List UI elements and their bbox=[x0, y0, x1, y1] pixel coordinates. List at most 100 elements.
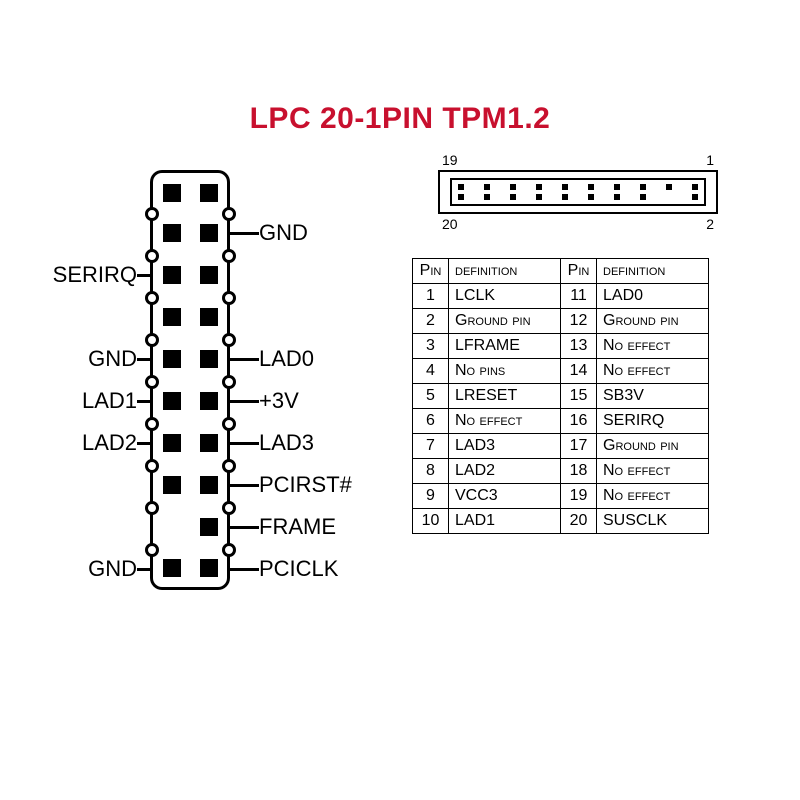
pin-box bbox=[200, 266, 218, 284]
pin-cell bbox=[153, 422, 190, 464]
pin-cell bbox=[190, 380, 227, 422]
header-pin bbox=[666, 184, 672, 190]
header-pin bbox=[692, 184, 698, 190]
pin-box bbox=[163, 266, 181, 284]
cell-definition: SB3V bbox=[597, 384, 709, 409]
pin-cell bbox=[153, 212, 190, 254]
pin-box bbox=[200, 559, 218, 577]
header-pin bbox=[484, 184, 490, 190]
pin-cell bbox=[190, 212, 227, 254]
pin-cell bbox=[153, 464, 190, 506]
cell-definition: No effect bbox=[449, 409, 561, 434]
pin-cell bbox=[190, 338, 227, 380]
pin-cell bbox=[190, 296, 227, 338]
header-pin bbox=[562, 184, 568, 190]
cell-definition: Ground pin bbox=[449, 309, 561, 334]
col-header-pin: Pin bbox=[561, 259, 597, 284]
cell-definition: SERIRQ bbox=[597, 409, 709, 434]
connector-row: FRAME bbox=[150, 506, 230, 548]
pin-cell bbox=[153, 338, 190, 380]
table-row: 3LFRAME13No effect bbox=[413, 334, 709, 359]
header-pin bbox=[536, 184, 542, 190]
pin-box bbox=[200, 518, 218, 536]
pin-box bbox=[163, 434, 181, 452]
pin-box bbox=[163, 308, 181, 326]
pin-label-text: LAD3 bbox=[259, 430, 314, 456]
header-pin bbox=[614, 184, 620, 190]
connector-row: LAD2LAD3 bbox=[150, 422, 230, 464]
connector-notch bbox=[145, 291, 159, 305]
pin-cell bbox=[190, 464, 227, 506]
pin-box bbox=[163, 224, 181, 242]
table-row: 6No effect16SERIRQ bbox=[413, 409, 709, 434]
header-pin bbox=[588, 184, 594, 190]
header-num-bl: 20 bbox=[442, 216, 458, 232]
connector-notch bbox=[145, 249, 159, 263]
header-pin bbox=[458, 184, 464, 190]
header-pin bbox=[640, 184, 646, 190]
cell-pin-number: 10 bbox=[413, 509, 449, 534]
pin-box bbox=[200, 224, 218, 242]
connector-notch bbox=[145, 417, 159, 431]
pin-lead-line bbox=[227, 442, 259, 445]
connector-row bbox=[150, 170, 230, 212]
col-header-definition: definition bbox=[597, 259, 709, 284]
connector-notch bbox=[145, 207, 159, 221]
pin-lead-line bbox=[227, 526, 259, 529]
pin-lead-line bbox=[227, 358, 259, 361]
connector-row: LAD1+3V bbox=[150, 380, 230, 422]
connector-notch bbox=[222, 543, 236, 557]
pin-label-text: +3V bbox=[259, 388, 299, 414]
cell-pin-number: 14 bbox=[561, 359, 597, 384]
cell-pin-number: 13 bbox=[561, 334, 597, 359]
pin-lead-line bbox=[137, 400, 153, 403]
header-numbering-icon: 19 1 20 2 bbox=[438, 170, 718, 214]
table-row: 2Ground pin12Ground pin bbox=[413, 309, 709, 334]
cell-definition: LCLK bbox=[449, 284, 561, 309]
diagram-title: LPC 20-1PIN TPM1.2 bbox=[0, 102, 800, 136]
cell-definition: Ground pin bbox=[597, 309, 709, 334]
pin-label: GND bbox=[88, 548, 153, 590]
connector-pinout: GNDSERIRQGNDLAD0LAD1+3VLAD2LAD3PCIRST#FR… bbox=[150, 170, 230, 590]
connector-row: GND bbox=[150, 212, 230, 254]
pin-label: LAD0 bbox=[227, 338, 314, 380]
cell-pin-number: 4 bbox=[413, 359, 449, 384]
cell-definition: SUSCLK bbox=[597, 509, 709, 534]
pin-label-text: PCICLK bbox=[259, 556, 338, 582]
table-row: 1LCLK11LAD0 bbox=[413, 284, 709, 309]
cell-definition: No effect bbox=[597, 334, 709, 359]
col-header-definition: definition bbox=[449, 259, 561, 284]
cell-pin-number: 20 bbox=[561, 509, 597, 534]
connector-notch bbox=[222, 501, 236, 515]
pin-box bbox=[163, 350, 181, 368]
col-header-pin: Pin bbox=[413, 259, 449, 284]
header-pinrow bbox=[458, 184, 698, 190]
cell-definition: LAD3 bbox=[449, 434, 561, 459]
header-num-br: 2 bbox=[706, 216, 714, 232]
pin-box bbox=[200, 184, 218, 202]
cell-pin-number: 5 bbox=[413, 384, 449, 409]
pin-box bbox=[200, 392, 218, 410]
cell-pin-number: 15 bbox=[561, 384, 597, 409]
pin-label: LAD2 bbox=[82, 422, 153, 464]
cell-pin-number: 17 bbox=[561, 434, 597, 459]
header-inner bbox=[450, 178, 706, 206]
connector-row: PCIRST# bbox=[150, 464, 230, 506]
pin-lead-line bbox=[137, 442, 153, 445]
pin-label: LAD3 bbox=[227, 422, 314, 464]
connector-notch bbox=[222, 291, 236, 305]
cell-pin-number: 7 bbox=[413, 434, 449, 459]
pin-lead-line bbox=[227, 400, 259, 403]
pin-label-text: FRAME bbox=[259, 514, 336, 540]
header-pin bbox=[614, 194, 620, 200]
pin-cell bbox=[153, 548, 190, 587]
cell-definition: LAD1 bbox=[449, 509, 561, 534]
connector-notch bbox=[145, 543, 159, 557]
connector-row: GNDPCICLK bbox=[150, 548, 230, 590]
pin-box bbox=[200, 350, 218, 368]
connector-row: SERIRQ bbox=[150, 254, 230, 296]
connector-notch bbox=[145, 459, 159, 473]
header-pin bbox=[692, 194, 698, 200]
pin-cell bbox=[153, 254, 190, 296]
pin-label: LAD1 bbox=[82, 380, 153, 422]
